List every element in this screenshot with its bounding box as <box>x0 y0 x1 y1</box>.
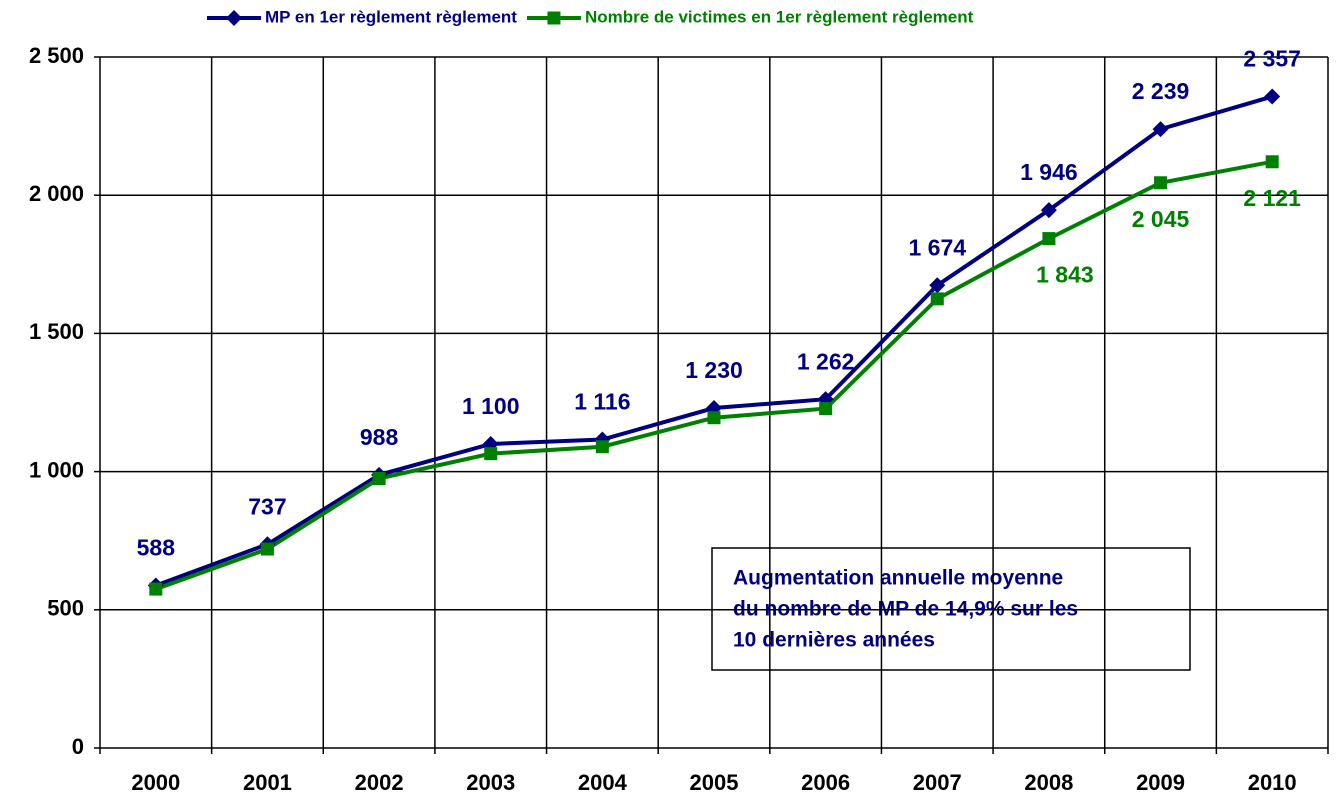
legend-label: MP en 1er règlement règlement <box>265 7 517 26</box>
marker <box>595 440 609 454</box>
marker <box>149 582 163 596</box>
marker <box>707 411 721 425</box>
legend-label: Nombre de victimes en 1er règlement règl… <box>585 7 974 26</box>
data-label: 1 262 <box>797 348 855 374</box>
marker <box>819 402 833 416</box>
annotation: Augmentation annuelle moyenne <box>733 567 1063 590</box>
data-label: 1 100 <box>462 393 520 419</box>
y-tick-label: 1 500 <box>29 319 84 344</box>
x-tick-label: 2001 <box>243 770 292 795</box>
x-tick-label: 2003 <box>466 770 515 795</box>
x-tick-label: 2002 <box>355 770 404 795</box>
x-tick-label: 2005 <box>690 770 739 795</box>
annotation: du nombre de MP de 14,9% sur les <box>733 598 1078 621</box>
marker <box>226 10 242 26</box>
marker <box>372 472 386 486</box>
data-label: 2 045 <box>1132 206 1190 232</box>
data-label: 2 357 <box>1243 46 1301 72</box>
marker <box>1040 202 1057 219</box>
marker <box>260 542 274 556</box>
y-tick-label: 1 000 <box>29 457 84 482</box>
marker <box>547 11 561 25</box>
marker <box>1042 232 1056 246</box>
data-label: 1 843 <box>1036 262 1094 288</box>
x-tick-label: 2009 <box>1136 770 1185 795</box>
marker <box>1264 88 1281 105</box>
marker <box>929 277 946 294</box>
data-label: 1 116 <box>574 389 630 415</box>
y-tick-label: 2 000 <box>29 181 84 206</box>
data-label: 2 239 <box>1132 78 1190 104</box>
data-label: 1 674 <box>908 234 966 260</box>
marker <box>484 447 498 461</box>
x-tick-label: 2007 <box>913 770 962 795</box>
data-label: 588 <box>137 535 176 561</box>
y-tick-label: 2 500 <box>29 43 84 68</box>
x-tick-label: 2006 <box>801 770 850 795</box>
data-label: 1 946 <box>1020 159 1078 185</box>
x-tick-label: 2004 <box>578 770 628 795</box>
marker <box>930 292 944 306</box>
y-tick-label: 0 <box>72 734 84 759</box>
annotation: 10 dernières années <box>733 629 935 652</box>
data-label: 1 230 <box>685 357 743 383</box>
y-tick-label: 500 <box>47 596 84 621</box>
x-tick-label: 2010 <box>1248 770 1297 795</box>
x-tick-label: 2008 <box>1024 770 1073 795</box>
data-label: 737 <box>248 493 286 519</box>
x-tick-label: 2000 <box>131 770 180 795</box>
marker <box>1154 176 1168 190</box>
annotation-box <box>711 547 1191 671</box>
data-label: 2 121 <box>1243 185 1301 211</box>
marker <box>1265 155 1279 169</box>
marker <box>1152 121 1169 138</box>
data-label: 988 <box>360 424 399 450</box>
